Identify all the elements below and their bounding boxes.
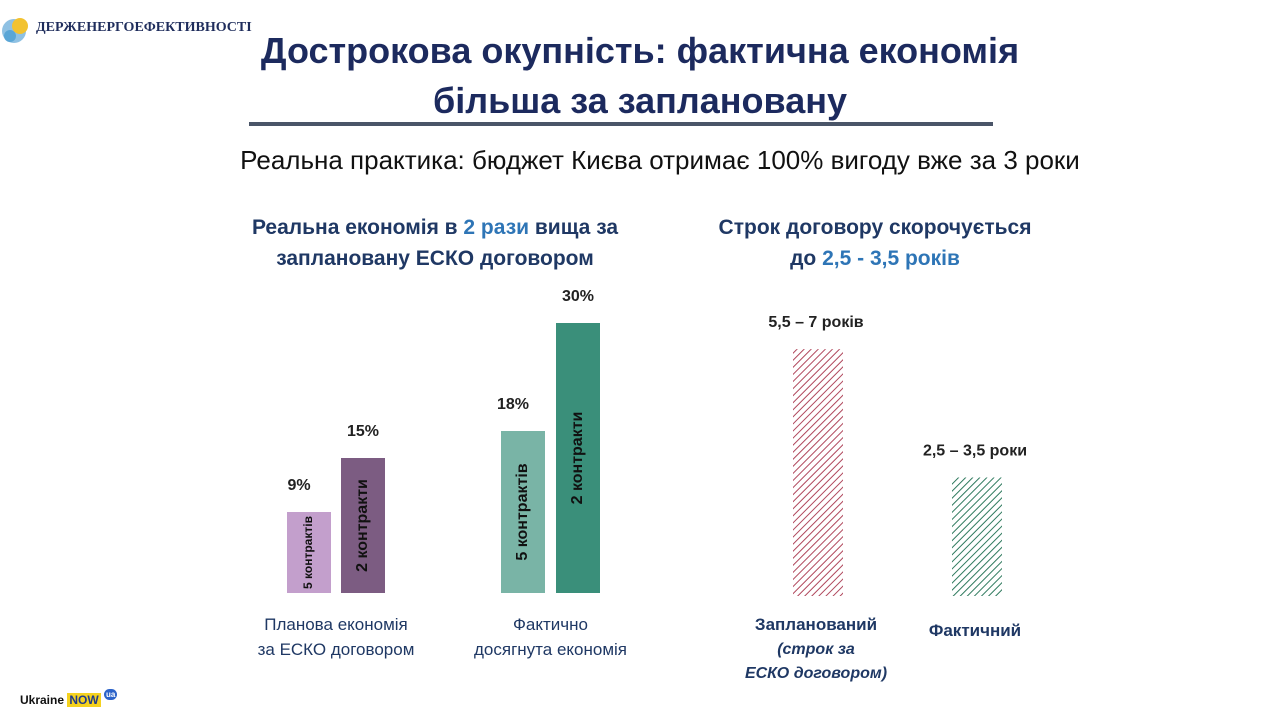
value-label: 5,5 – 7 років	[768, 314, 863, 331]
title-segment: Строк договору скорочується	[718, 216, 1032, 239]
bar	[501, 431, 545, 593]
title-segment: 2,5 - 3,5 років	[822, 247, 960, 270]
title-line: Строк договору скорочується	[620, 212, 1130, 243]
value-label: 30%	[562, 288, 594, 305]
category-note: (строк за ЕСКО договором)	[744, 641, 888, 682]
logo-icon	[4, 30, 16, 42]
value-label: 9%	[287, 477, 310, 494]
title-line: до 2,5 - 3,5 років	[620, 243, 1130, 274]
footer-brand: Ukraine	[20, 693, 65, 707]
bar-series-label: 5 контрактів	[301, 516, 315, 589]
logo-icon	[12, 18, 28, 34]
bar-series-label: 5 контрактів	[514, 463, 531, 560]
bar	[556, 323, 600, 593]
title-line: заплановану ЕСКО договором	[180, 243, 690, 274]
footer-badge: ua	[104, 689, 118, 700]
x-category-label: Фактично досягнута економія	[474, 615, 627, 659]
title-segment: вища за	[529, 216, 619, 239]
bar	[952, 477, 1002, 596]
value-label: 15%	[347, 423, 379, 440]
value-label: 18%	[497, 396, 529, 413]
title-line: більша за заплановану	[433, 80, 847, 121]
bar	[287, 512, 331, 593]
title-line: Дострокова окупність: фактична економія	[260, 30, 1020, 71]
footer-now: NOW	[67, 693, 101, 707]
logo-text: ДЕРЖЕНЕРГОЕФЕКТИВНОСТІ	[36, 20, 252, 35]
title-segment: до	[790, 247, 823, 270]
title-line: Реальна економія в 2 рази вища за	[180, 212, 690, 243]
x-category-label: Запланований	[754, 615, 878, 634]
title-segment: заплановану ЕСКО договором	[276, 247, 594, 270]
x-category-label: Планова економія за ЕСКО договором	[257, 615, 415, 659]
bar	[341, 458, 385, 593]
x-category-label: Фактичний	[928, 621, 1022, 640]
footer-logo: Ukraine NOW ua	[20, 689, 118, 707]
chart-title: Реальна економія в 2 рази вища за заплано…	[180, 212, 690, 274]
subtitle: Реальна практика: бюджет Києва отримає 1…	[240, 145, 1080, 175]
bar-series-label: 2 контракти	[569, 412, 586, 505]
slide-title: Дострокова окупність: фактична економія …	[140, 26, 1140, 126]
bar	[793, 349, 843, 596]
title-segment: Реальна економія в	[251, 216, 464, 239]
bar-series-label: 2 контракти	[354, 479, 371, 572]
value-label: 2,5 – 3,5 роки	[923, 443, 1027, 460]
chart-title: Строк договору скорочується до 2,5 - 3,5 …	[620, 212, 1130, 274]
title-segment: 2 рази	[463, 216, 530, 239]
